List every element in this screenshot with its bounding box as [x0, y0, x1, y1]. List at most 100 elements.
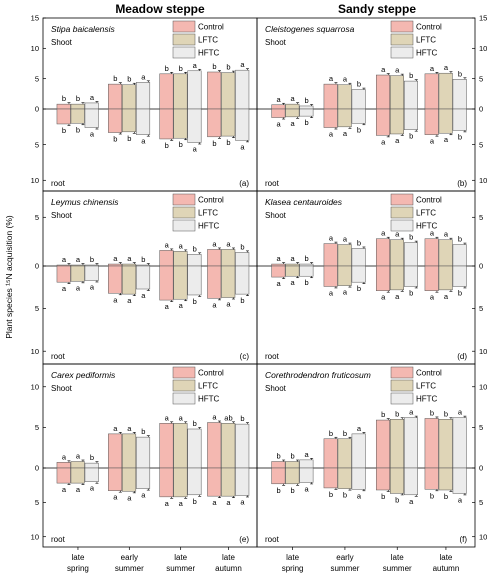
letter-root: a — [291, 278, 296, 287]
letter-shoot: b — [329, 429, 333, 438]
shoot-label: Shoot — [265, 38, 287, 47]
root-tick-label: 5 — [479, 304, 483, 313]
letter-shoot: a — [305, 450, 310, 459]
letter-root: b — [458, 288, 462, 297]
bar-root-hftc — [136, 467, 151, 489]
root-label: root — [51, 352, 66, 361]
root-label: root — [51, 535, 66, 544]
x-tick-label: spring — [282, 564, 304, 573]
letter-root: b — [226, 138, 230, 147]
panel-label: (e) — [239, 535, 249, 544]
letter-shoot: a — [381, 229, 386, 238]
zero-tick-label: 0 — [35, 464, 39, 473]
bar-shoot-control — [323, 438, 338, 469]
bar-shoot-control — [159, 423, 174, 469]
shoot-label: Shoot — [265, 211, 287, 220]
bar-root-control — [207, 265, 222, 299]
x-tick-label: late — [174, 553, 187, 562]
bar-root-hftc — [351, 265, 366, 283]
bar-root-lftc — [70, 108, 85, 124]
bar-shoot-control — [56, 103, 71, 110]
letter-root: a — [329, 130, 334, 139]
bar-shoot-lftc — [221, 423, 236, 469]
bar-shoot-hftc — [452, 417, 467, 469]
letter-shoot: a — [179, 413, 184, 422]
letter-shoot: b — [165, 64, 169, 73]
x-tick-label: summer — [330, 564, 359, 573]
bar-shoot-hftc — [187, 428, 202, 469]
bar-shoot-hftc — [84, 102, 99, 110]
panel-f: 5 10 0 5 10 Corethrodendron fruticosum Shoot ro… — [256, 363, 487, 548]
letter-root: a — [141, 291, 146, 300]
bar-root-hftc — [403, 467, 418, 496]
letter-root: a — [444, 135, 449, 144]
letter-root: a — [305, 484, 310, 493]
letter-shoot: a — [127, 254, 132, 263]
letter-shoot: a — [291, 254, 296, 263]
letter-root: a — [343, 288, 348, 297]
x-tick-label: summer — [166, 564, 195, 573]
bar-root-hftc — [235, 265, 250, 295]
letter-root: b — [291, 486, 295, 495]
species-name: Leymus chinensis — [51, 197, 119, 207]
letter-shoot: b — [357, 238, 361, 247]
zero-tick-label: 0 — [479, 105, 483, 114]
letter-shoot: b — [90, 255, 94, 264]
root-tick-label: 5 — [479, 498, 483, 507]
root-tick-label: 10 — [479, 532, 487, 541]
legend-label-lftc: LFTC — [416, 382, 436, 391]
bar-shoot-control — [375, 238, 390, 267]
letter-root: a — [226, 498, 231, 507]
x-tick-label: spring — [67, 564, 89, 573]
letter-root: a — [76, 283, 81, 292]
letter-shoot: b — [226, 63, 230, 72]
letter-shoot: b — [291, 452, 295, 461]
bar-root-control — [108, 265, 123, 294]
letter-root: b — [193, 297, 197, 306]
letter-root: a — [212, 498, 217, 507]
letter-root: b — [240, 296, 244, 305]
zero-tick-label: 0 — [35, 105, 39, 114]
letter-root: a — [395, 136, 400, 145]
letter-shoot: a — [458, 408, 463, 417]
x-tick-label: autumn — [215, 564, 242, 573]
x-tick-label: late — [72, 553, 85, 562]
root-tick-label: 10 — [31, 532, 39, 541]
root-tick-label: 5 — [35, 498, 39, 507]
letter-shoot: a — [113, 254, 118, 263]
root-tick-label: 10 — [479, 176, 487, 185]
bar-root-control — [375, 265, 390, 291]
letter-shoot: b — [141, 255, 145, 264]
bar-root-control — [271, 467, 286, 485]
letter-root: a — [329, 288, 334, 297]
bar-root-hftc — [403, 108, 418, 130]
letter-shoot: a — [212, 413, 217, 422]
bar-root-hftc — [351, 108, 366, 124]
legend-swatch-hftc — [390, 392, 414, 405]
bar-root-control — [375, 108, 390, 136]
legend-swatch-lftc — [390, 379, 414, 392]
letter-shoot: b — [141, 427, 145, 436]
legend-label-control: Control — [198, 369, 224, 378]
panel-a: 5 10 15 0 5 10 Stipa baicalensis Shoot root (a) Co… — [31, 14, 258, 192]
letter-shoot: a — [409, 408, 414, 417]
bar-shoot-lftc — [285, 461, 300, 469]
bar-root-lftc — [337, 108, 352, 128]
letter-shoot: b — [212, 62, 216, 71]
bar-shoot-control — [108, 433, 123, 469]
x-tick-label: summer — [383, 564, 412, 573]
letter-shoot: a — [381, 65, 386, 74]
y-axis-label: Plant species ¹⁵N acquisition (%) — [4, 215, 14, 339]
letter-root: a — [141, 491, 146, 500]
letter-root: a — [409, 497, 414, 506]
bar-root-control — [207, 467, 222, 497]
shoot-tick-label: 15 — [31, 14, 39, 23]
letter-shoot: b — [127, 75, 131, 84]
letter-shoot: a — [430, 64, 435, 73]
species-name: Stipa baicalensis — [51, 24, 116, 34]
bar-root-lftc — [337, 265, 352, 286]
bar-shoot-control — [56, 462, 71, 469]
bar-root-control — [424, 108, 439, 135]
species-name: Corethrodendron fruticosum — [265, 370, 371, 380]
letter-shoot: a — [395, 66, 400, 75]
